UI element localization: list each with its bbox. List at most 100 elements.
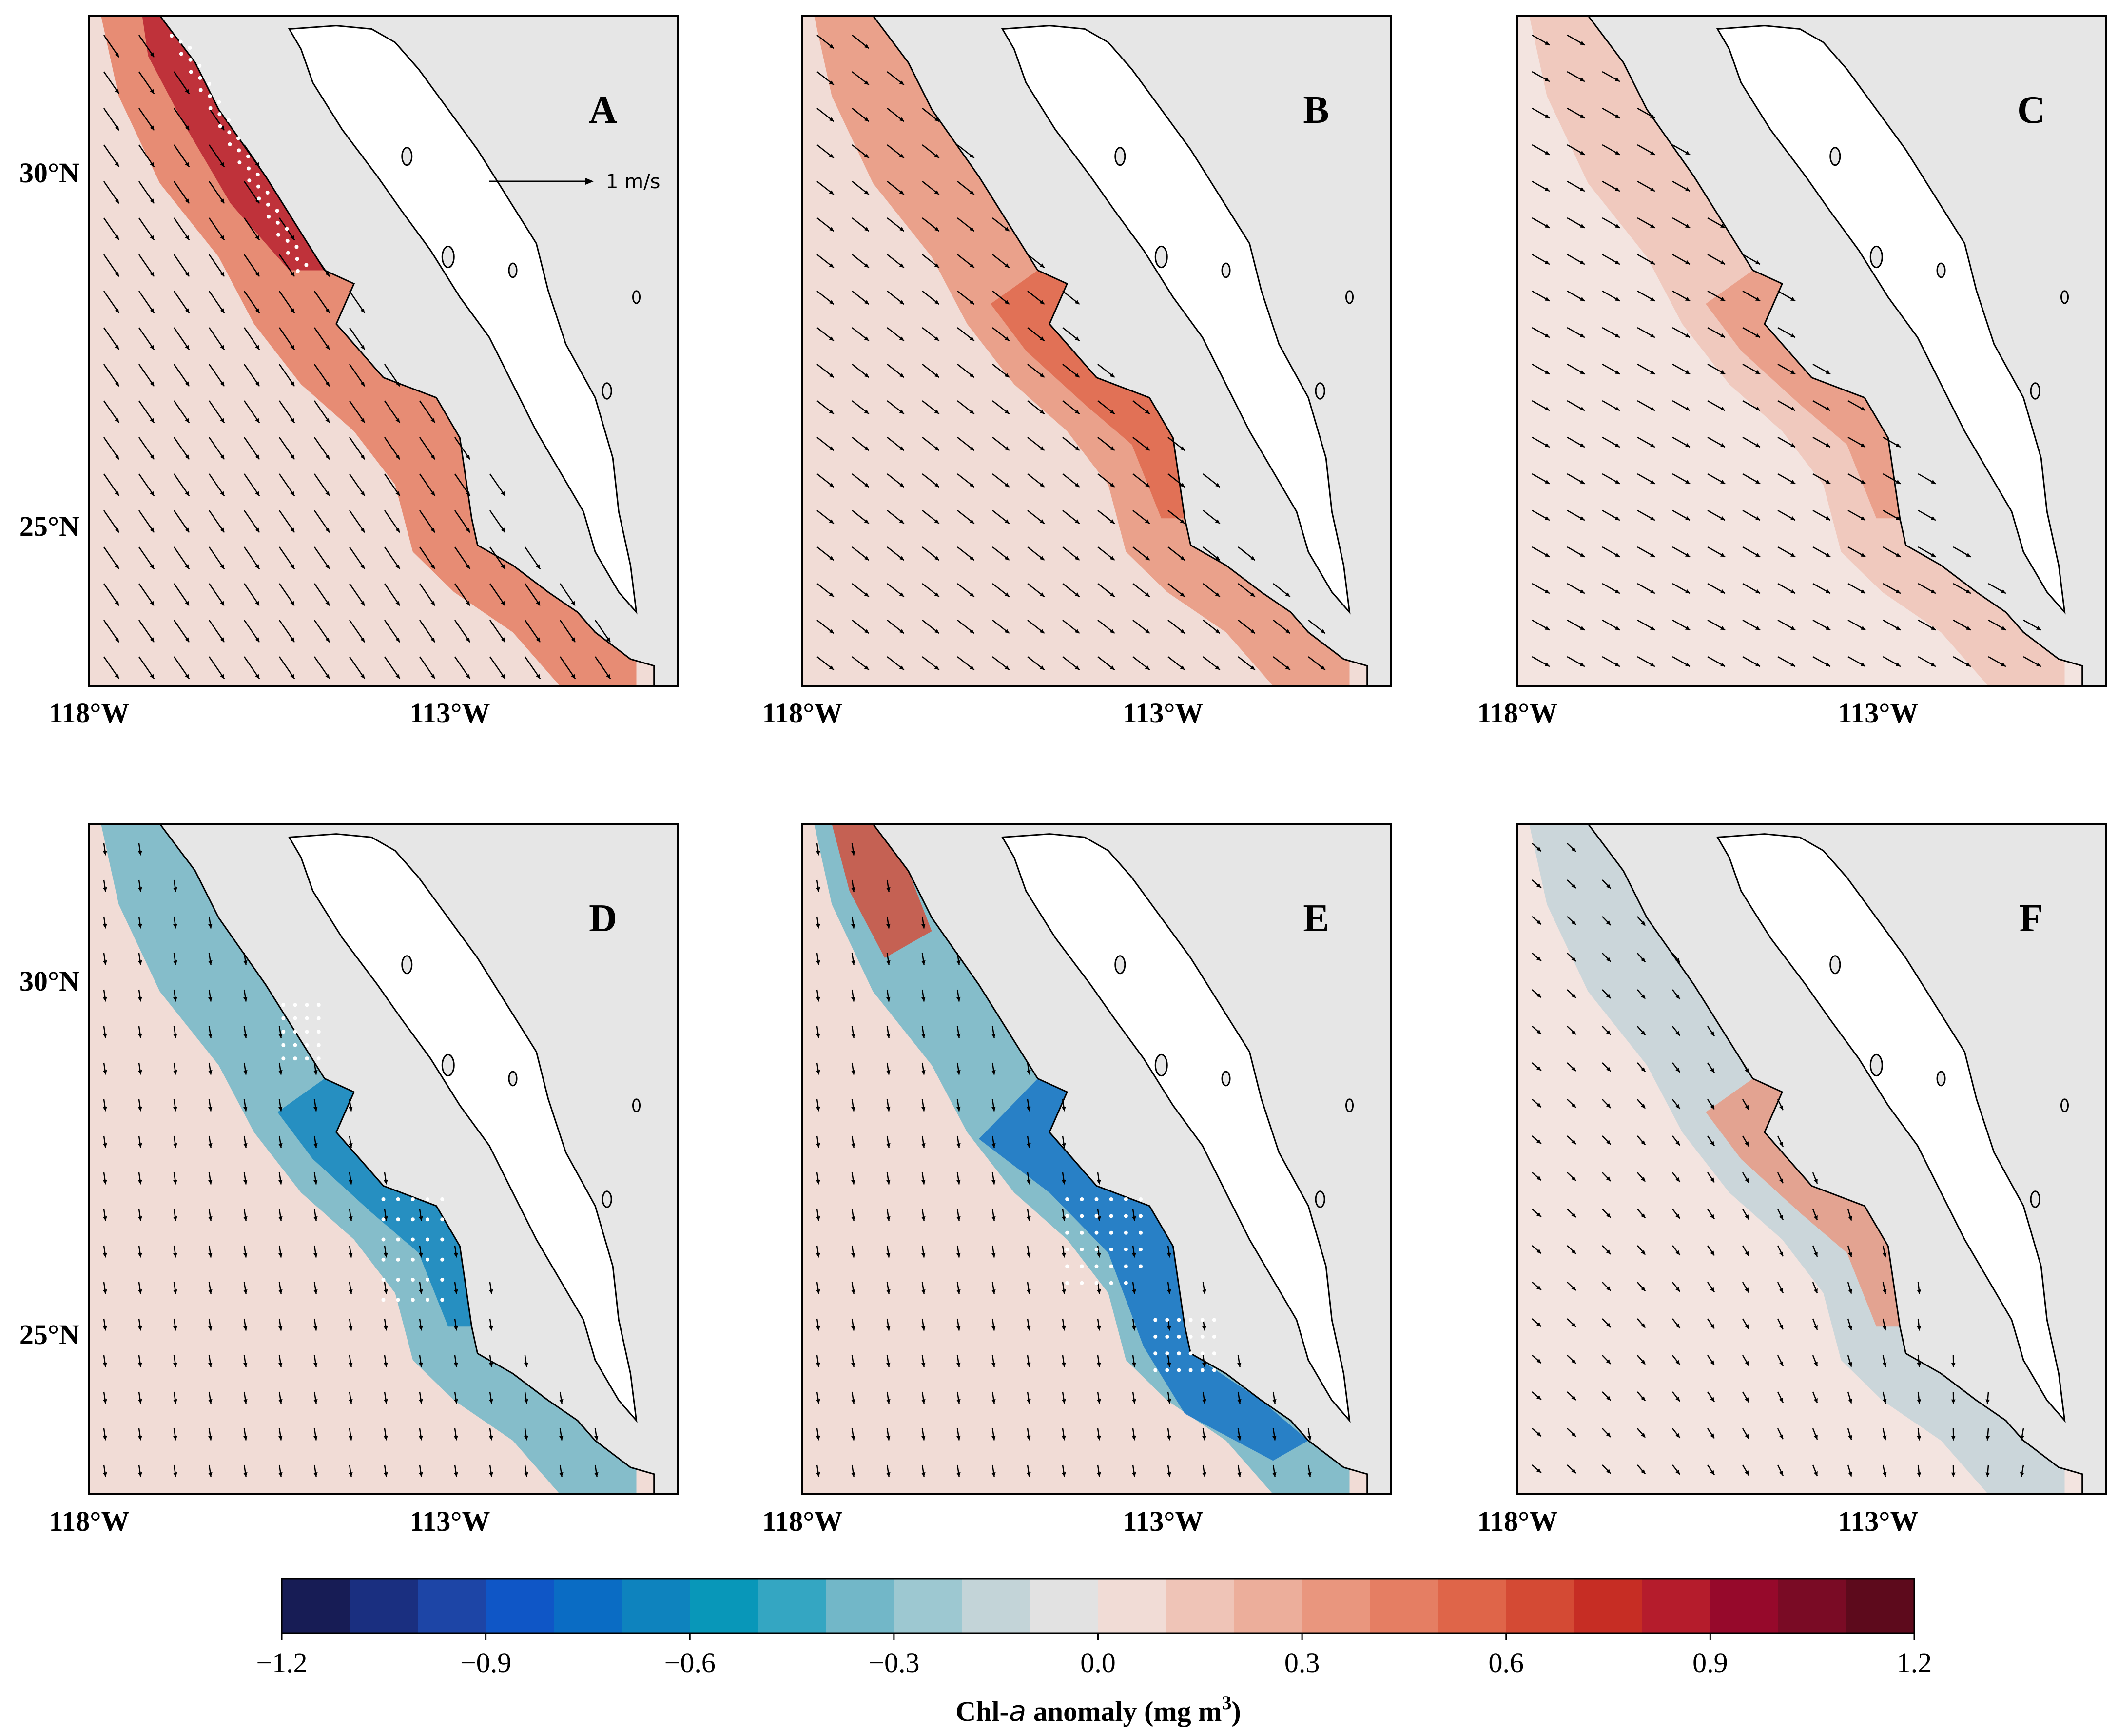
island <box>2030 382 2040 400</box>
panel-frame <box>801 823 1392 1495</box>
colorbar-segment <box>554 1579 622 1633</box>
colorbar-tick-label: −1.2 <box>256 1647 307 1678</box>
core-anomaly <box>142 16 325 271</box>
lon-tick-label: 113°W <box>1838 697 1919 729</box>
island <box>1936 1071 1946 1087</box>
baja-peninsula-land <box>1587 824 2106 1494</box>
lon-tick-label: 118°W <box>49 1505 130 1537</box>
colorbar-segment <box>1506 1579 1574 1633</box>
lon-tick-label: 113°W <box>1838 1505 1919 1537</box>
colorbar-tick-label: 0.0 <box>1080 1647 1116 1678</box>
colorbar-tick-label: 0.6 <box>1489 1647 1524 1678</box>
colorbar-segment <box>1370 1579 1438 1633</box>
panel-letter: D <box>589 897 617 940</box>
island <box>1829 147 1841 166</box>
core-anomaly <box>277 1078 478 1327</box>
island <box>1345 290 1354 304</box>
colorbar-segment <box>1302 1579 1371 1633</box>
colorbar-segment <box>1574 1579 1643 1633</box>
wind-vectors <box>103 35 611 680</box>
colorbar-segment <box>758 1579 826 1633</box>
island <box>2030 1190 2040 1208</box>
island <box>1315 1190 1325 1208</box>
coastal-anomaly <box>814 16 1350 686</box>
colorbar-segment <box>486 1579 554 1633</box>
island <box>1221 1071 1231 1087</box>
core-anomaly-central <box>979 1078 1308 1461</box>
map-panel-D: D 30°N 25°N 118°W 113°W <box>19 823 1030 1537</box>
panel-letter: A <box>589 89 617 132</box>
coastal-anomaly <box>814 824 1350 1494</box>
colorbar-tick-label: 1.2 <box>1897 1647 1932 1678</box>
colorbar-segment <box>894 1579 962 1633</box>
core-anomaly <box>1706 1078 1906 1327</box>
colorbar-title: Chl-a anomaly (mg m3) <box>955 1692 1241 1728</box>
island <box>441 245 455 269</box>
colorbar-segment <box>1710 1579 1779 1633</box>
wind-vectors <box>816 843 1312 1477</box>
panel-label: F <box>2020 897 2043 940</box>
island <box>632 290 641 304</box>
reference-vector-label: 1 m/s <box>606 171 660 193</box>
colorbar-tick-label: −0.3 <box>868 1647 919 1678</box>
panel-label: C <box>2017 89 2045 132</box>
colorbar-segment <box>1778 1579 1846 1633</box>
lon-tick-label: 118°W <box>762 697 843 729</box>
island <box>401 147 413 166</box>
wind-vectors <box>1532 843 2024 1477</box>
coastal-anomaly <box>1529 824 2065 1494</box>
lon-tick-label: 118°W <box>49 697 130 729</box>
baja-peninsula-land <box>1587 16 2106 686</box>
colorbar-tick-label: 0.9 <box>1692 1647 1728 1678</box>
map-panel-A: A 1 m/s 30°N 25°N 118°W 113°W <box>19 15 1030 729</box>
core-anomaly <box>991 270 1191 519</box>
colorbar-segment <box>1846 1579 1915 1633</box>
lon-tick-label: 118°W <box>1477 1505 1558 1537</box>
lon-tick-label: 118°W <box>762 1505 843 1537</box>
lon-tick-label: 113°W <box>410 1505 490 1537</box>
panel-frame <box>88 823 679 1495</box>
colorbar-segment <box>1030 1579 1098 1633</box>
reference-vector: 1 m/s <box>489 171 660 193</box>
lat-tick-label: 30°N <box>19 157 79 189</box>
panel-letter: C <box>2017 89 2045 132</box>
lat-tick-label: 25°N <box>19 510 79 542</box>
colorbar-segment <box>1098 1579 1166 1633</box>
panel-letter: B <box>1303 89 1329 132</box>
significance-stipple <box>1065 1197 1216 1372</box>
island <box>441 1053 455 1077</box>
map-panel-E: E 118°W 113°W <box>762 823 1743 1537</box>
colorbar-segment <box>282 1579 350 1633</box>
colorbar-segment <box>1438 1579 1507 1633</box>
island <box>1869 1053 1883 1077</box>
colorbar-segment <box>690 1579 758 1633</box>
gulf-of-california <box>1001 833 1351 1423</box>
gulf-of-california <box>288 25 638 615</box>
panel-frame <box>1516 823 2107 1495</box>
colorbar: −1.2 −0.9 −0.6 −0.3 0.0 0.3 0.6 0.9 1.2 Chl-a ano… <box>256 1578 1932 1728</box>
core-anomaly <box>1706 270 1906 519</box>
colorbar-segment <box>350 1579 418 1633</box>
lon-tick-label: 118°W <box>1477 697 1558 729</box>
gulf-of-california <box>1716 25 2066 615</box>
island <box>1154 1053 1168 1077</box>
island <box>1829 955 1841 975</box>
baja-peninsula-land <box>872 824 1391 1494</box>
colorbar-segment <box>418 1579 486 1633</box>
island <box>1869 245 1883 269</box>
map-panel-B: B 118°W 113°W <box>762 15 1743 729</box>
island <box>1345 1098 1354 1112</box>
island <box>2060 290 2069 304</box>
colorbar-segment <box>1642 1579 1710 1633</box>
panel-frame <box>88 15 679 687</box>
lon-tick-label: 113°W <box>1123 1505 1204 1537</box>
colorbar-segment <box>826 1579 894 1633</box>
map-panel-F: F 118°W 113°W <box>1477 823 2107 1537</box>
panel-letter: F <box>2020 897 2043 940</box>
significance-stipple <box>281 1003 445 1302</box>
significance-stipple <box>169 34 309 273</box>
lon-tick-label: 113°W <box>410 697 490 729</box>
colorbar-segment <box>1234 1579 1302 1633</box>
island <box>1114 955 1126 975</box>
